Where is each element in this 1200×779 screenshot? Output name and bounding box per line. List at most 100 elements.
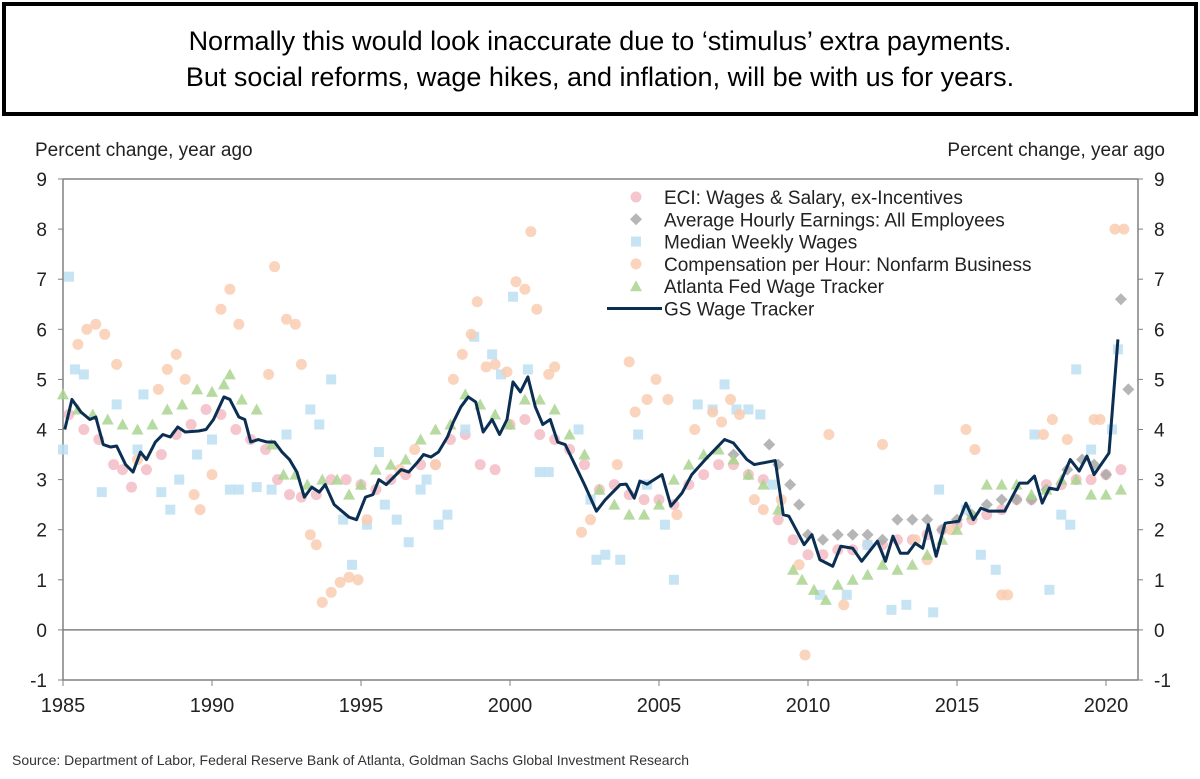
data-point [188, 489, 200, 501]
data-point [573, 424, 584, 435]
data-point [980, 498, 993, 511]
data-point [161, 403, 174, 415]
data-point [667, 473, 680, 485]
data-point [767, 479, 778, 490]
data-point [548, 403, 561, 415]
data-point [707, 406, 719, 418]
data-point [447, 373, 459, 385]
data-point [519, 413, 531, 425]
y-tick-label-right: 7 [1154, 270, 1165, 291]
y-tick-label-right: 5 [1154, 370, 1165, 391]
data-point [727, 453, 740, 465]
data-point [1114, 483, 1127, 495]
data-point [742, 468, 755, 480]
data-point [191, 383, 204, 395]
data-point [250, 403, 263, 415]
data-point [487, 349, 498, 360]
data-point [1085, 474, 1097, 486]
series-average-hourly-earnings-all-employees [727, 293, 1135, 546]
data-point [960, 504, 971, 515]
data-point [310, 539, 322, 551]
data-point [629, 406, 641, 418]
y-tick-label-left: -1 [30, 671, 47, 692]
data-point [251, 482, 262, 493]
data-point [480, 361, 492, 373]
data-point [379, 499, 390, 510]
y-tick-label-right: 4 [1154, 421, 1165, 442]
data-point [281, 429, 292, 440]
data-point [384, 458, 397, 470]
data-point [429, 423, 442, 435]
data-point [1061, 434, 1073, 446]
data-point [757, 478, 770, 490]
data-point [921, 548, 934, 560]
data-point [906, 513, 919, 526]
data-point [787, 534, 799, 546]
data-point [591, 554, 602, 565]
data-point [338, 514, 349, 525]
y-tick-label-left: 1 [36, 571, 47, 592]
data-point [748, 494, 760, 506]
data-point [206, 385, 218, 397]
data-point [433, 519, 444, 530]
caption-banner: Normally this would look inaccurate due … [2, 2, 1198, 116]
data-point [421, 474, 432, 485]
data-point [1094, 413, 1106, 425]
data-point [862, 539, 873, 550]
data-point [174, 474, 185, 485]
data-point [217, 378, 230, 390]
gs-wage-tracker-line [63, 339, 1120, 568]
data-point [543, 467, 554, 478]
data-point [1010, 478, 1023, 490]
legend-square-icon [631, 236, 641, 247]
legend-item: GS Wage Tracker [607, 300, 815, 321]
data-point [757, 504, 769, 516]
data-point [58, 444, 68, 455]
data-point [533, 393, 546, 405]
data-point [743, 404, 754, 415]
data-point [352, 574, 364, 586]
data-point [230, 424, 242, 435]
series-median-weekly-wages [58, 271, 1123, 618]
data-point [891, 513, 904, 526]
data-point [975, 549, 986, 560]
data-point [170, 348, 182, 360]
data-point [861, 568, 874, 580]
data-point [525, 226, 537, 238]
data-point [519, 283, 531, 295]
data-point [305, 404, 316, 415]
data-point [584, 514, 596, 526]
data-point [921, 513, 934, 526]
data-point [465, 328, 477, 340]
y-tick-label-right: 9 [1154, 170, 1165, 191]
data-point [179, 373, 191, 385]
data-point [471, 296, 483, 308]
data-point [1056, 509, 1067, 520]
data-point [161, 363, 173, 375]
data-point [623, 508, 636, 520]
data-point [263, 368, 275, 380]
data-point [233, 318, 245, 330]
data-point [831, 578, 844, 590]
data-point [763, 438, 776, 451]
data-point [638, 494, 650, 506]
data-point [901, 599, 912, 610]
x-tick-label: 1995 [339, 695, 384, 717]
data-point [277, 468, 290, 480]
legend-label: Atlanta Fed Wage Tracker [664, 277, 885, 298]
data-point [633, 429, 644, 440]
data-point [295, 358, 307, 370]
legend-label: Compensation per Hour: Nonfarm Business [664, 255, 1032, 276]
data-point [504, 418, 516, 430]
data-point [861, 528, 874, 541]
data-point [623, 356, 635, 368]
data-point [63, 271, 74, 282]
legend-label: Median Weekly Wages [664, 233, 857, 254]
series-gs-wage-tracker [63, 339, 1120, 568]
data-point [518, 393, 531, 405]
data-point [819, 593, 832, 605]
data-point [807, 583, 820, 595]
data-point [653, 498, 665, 510]
legend-item: Average Hourly Earnings: All Employees [630, 210, 1005, 231]
data-point [846, 528, 859, 541]
